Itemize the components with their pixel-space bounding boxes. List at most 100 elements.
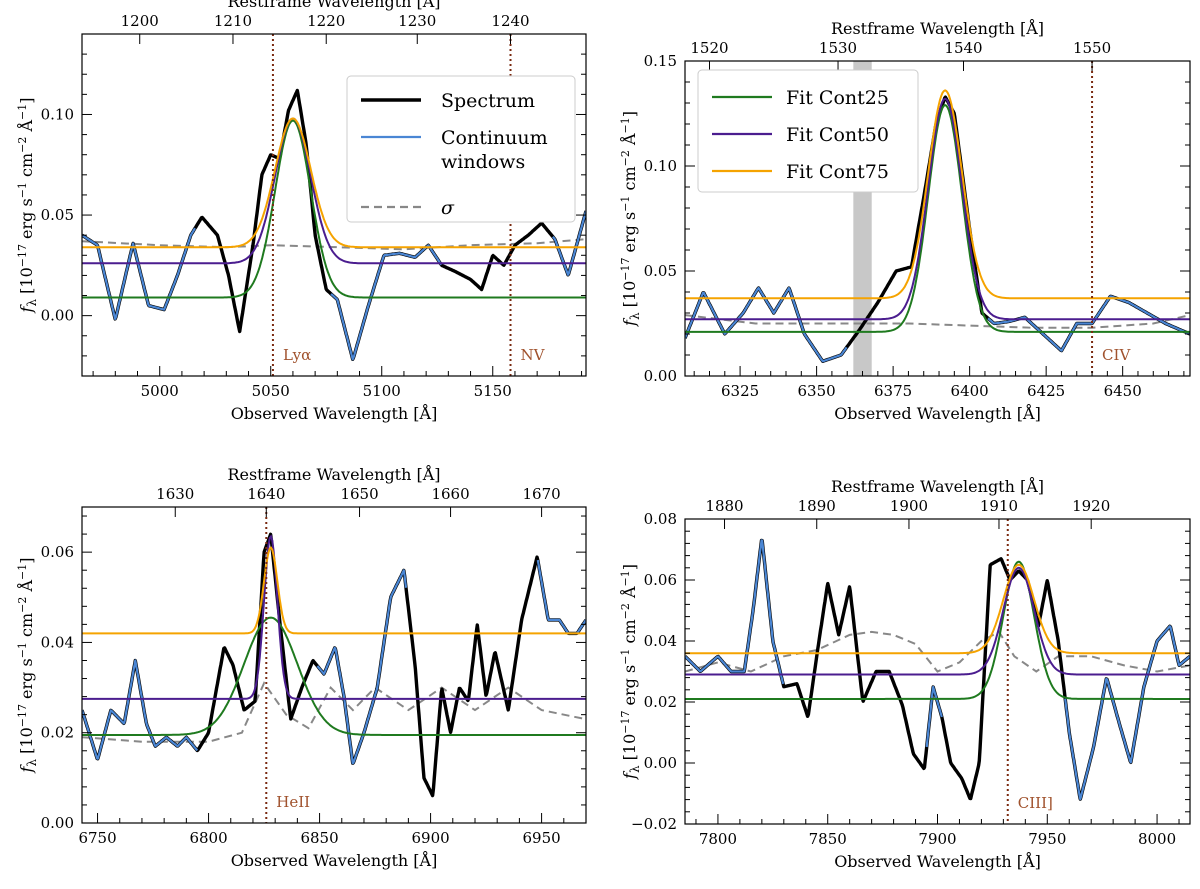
top-tick-label: 1200 <box>121 12 159 30</box>
y-axis-label-part: [10 <box>17 727 36 759</box>
x-tick-label: 5100 <box>363 382 401 400</box>
y-axis-label-part: cm <box>17 613 36 642</box>
y-axis-label-part: cm <box>620 619 639 648</box>
x-tick-label: 6800 <box>189 829 227 847</box>
top-tick-label: 1540 <box>944 39 982 57</box>
y-tick-label: 0.04 <box>41 633 74 651</box>
y-tick-label: −0.02 <box>631 815 677 833</box>
y-axis-label-part: −1 <box>619 649 632 665</box>
legend-label-fit-cont50: Fit Cont50 <box>786 124 889 146</box>
y-axis-label-part: λ <box>25 759 39 767</box>
y-axis-label-part: −1 <box>16 182 29 198</box>
legend-label-spectrum: Spectrum <box>441 90 535 112</box>
continuum-window-line <box>536 559 586 635</box>
y-axis-label-part: −1 <box>16 564 29 580</box>
y-axis-label-part: erg s <box>620 665 639 711</box>
y-axis-label-part: −17 <box>16 704 29 727</box>
fit-line-fit-cont50 <box>685 97 1190 321</box>
top-tick-label: 1530 <box>819 39 857 57</box>
y-axis-label-part: −2 <box>16 137 29 153</box>
y-axis-label-part: −2 <box>619 150 632 166</box>
legend-label-sigma: σ <box>441 197 455 219</box>
y-axis-label-part: −17 <box>619 258 632 281</box>
y-axis-label-part: erg s <box>17 658 36 704</box>
fit-line-fit-cont75 <box>685 563 1190 655</box>
x-tick-label: 8000 <box>1138 830 1176 848</box>
top-tick-label: 1210 <box>214 12 252 30</box>
top-tick-label: 1230 <box>398 12 436 30</box>
x-tick-label: 7900 <box>918 830 956 848</box>
panel-frame <box>81 33 587 377</box>
x-tick-label: 6325 <box>721 382 759 400</box>
y-axis-label-part: cm <box>620 166 639 195</box>
continuum-window-line <box>316 569 408 765</box>
x-tick-label: 6400 <box>951 382 989 400</box>
plot-area <box>82 34 586 376</box>
top-tick-label: 1220 <box>307 12 345 30</box>
fit-line-fit-cont75 <box>685 89 1190 300</box>
continuum-window-line <box>1064 625 1190 801</box>
fit-line-fit-cont50 <box>82 117 586 265</box>
y-axis-label-part: −1 <box>16 104 29 120</box>
y-axis-label-part: −17 <box>16 244 29 267</box>
y-axis-label: fλ [10−17 erg s−1 cm−2 Å−1] <box>619 564 642 780</box>
y-tick-label: 0.05 <box>644 262 677 280</box>
y-tick-label: 0.10 <box>644 157 677 175</box>
y-axis-label-part: Å <box>619 586 639 603</box>
continuum-window-line <box>82 659 199 760</box>
x-axis-label: Observed Wavelength [Å] <box>834 403 1041 423</box>
y-tick-label: 0.02 <box>644 693 677 711</box>
x-tick-label: 6450 <box>1104 382 1142 400</box>
top-tick-label: 1630 <box>156 485 194 503</box>
spectrum-line <box>685 538 1190 801</box>
y-tick-label: 0.00 <box>41 307 74 325</box>
y-axis-label-part: λ <box>628 312 642 320</box>
y-axis-label-part: f <box>17 763 36 773</box>
x-tick-label: 6375 <box>874 382 912 400</box>
legend-label-continuum: Continuum <box>441 127 548 149</box>
top-axis-label: Restframe Wavelength [Å] <box>831 476 1044 496</box>
y-tick-label: 0.06 <box>41 543 74 561</box>
y-tick-label: 0.08 <box>644 510 677 528</box>
sigma-line <box>685 314 1190 329</box>
continuum-window-line <box>330 244 443 361</box>
x-axis-label: Observed Wavelength [Å] <box>834 851 1041 871</box>
x-axis-label: Observed Wavelength [Å] <box>231 403 438 423</box>
top-tick-label: 1900 <box>890 497 928 515</box>
y-tick-label: 0.10 <box>41 105 74 123</box>
y-axis-label-part: ] <box>620 111 639 117</box>
line-label: Lyα <box>283 346 311 364</box>
y-axis-label-part: −1 <box>16 642 29 658</box>
x-tick-label: 7850 <box>809 830 847 848</box>
x-tick-label: 6350 <box>798 382 836 400</box>
top-tick-label: 1520 <box>690 39 728 57</box>
y-tick-label: 0.00 <box>41 814 74 832</box>
y-axis-label-part: erg s <box>17 198 36 244</box>
y-axis-label-part: Å <box>619 133 639 150</box>
panel-4: CIII] 7800 7850 7900 7950 8000 1880 1890 1900 191… <box>619 476 1191 871</box>
y-axis-label-part: −1 <box>619 196 632 212</box>
x-tick-label: 6750 <box>78 829 116 847</box>
legend-box <box>346 75 576 223</box>
fit-line-fit-cont50 <box>685 566 1190 676</box>
y-axis-label-part: Å <box>16 120 36 137</box>
panel-1: Lyα NV 5000 5050 5100 5150 1200 1210 1220 1230 124… <box>16 0 587 423</box>
panel-2: CIV 6325 6350 6375 6400 6425 6450 1520 1530 1540 1… <box>619 18 1191 423</box>
y-axis-label-part: λ <box>25 299 39 307</box>
line-label: NV <box>521 346 546 364</box>
continuum-window-line <box>987 295 1190 352</box>
top-tick-label: 1650 <box>340 485 378 503</box>
y-axis-label-part: −2 <box>619 603 632 619</box>
y-tick-label: 0.00 <box>644 754 677 772</box>
legend-label-fit-cont75: Fit Cont75 <box>786 161 889 183</box>
y-axis-label-part: −1 <box>619 117 632 133</box>
y-tick-label: 0.02 <box>41 724 74 742</box>
line-label: CIV <box>1102 346 1131 364</box>
line-label: CIII] <box>1018 794 1053 812</box>
top-tick-label: 1910 <box>980 497 1018 515</box>
y-axis-label-part: λ <box>628 765 642 773</box>
top-tick-label: 1890 <box>798 497 836 515</box>
plot-area <box>685 519 1190 824</box>
x-tick-label: 6425 <box>1027 382 1065 400</box>
